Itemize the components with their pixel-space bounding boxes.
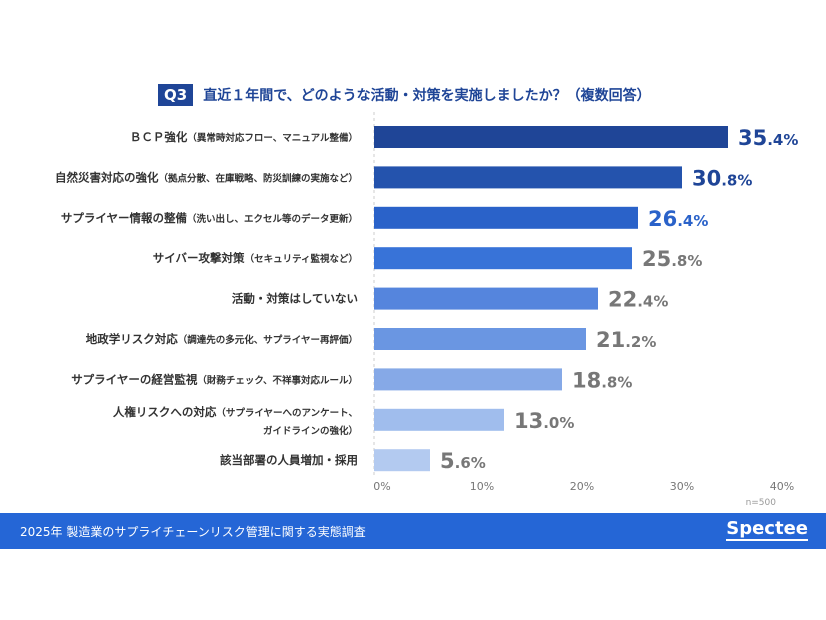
category-label: 該当部署の人員増加・採用 xyxy=(220,453,358,467)
bar xyxy=(374,368,562,391)
x-tick-label: 40% xyxy=(770,480,794,493)
value-label: 22.4% xyxy=(608,288,668,312)
question-text: 直近１年間で、どのような活動・対策を実施しましたか？（複数回答） xyxy=(203,88,651,104)
x-tick-label: 10% xyxy=(470,480,494,493)
category-label: 人権リスクへの対応（サプライヤーへのアンケート、 xyxy=(113,405,358,419)
value-label: 13.0% xyxy=(514,409,574,433)
value-label: 26.4% xyxy=(648,207,708,231)
chart-title: Q3 直近１年間で、どのような活動・対策を実施しましたか？（複数回答） xyxy=(158,84,651,106)
value-label: 5.6% xyxy=(440,449,486,473)
x-tick-label: 20% xyxy=(570,480,594,493)
category-label: ＢＣＰ強化（異常時対応フロー、マニュアル整備） xyxy=(130,130,358,144)
question-badge: Q3 xyxy=(158,84,194,106)
bar xyxy=(374,206,638,229)
bar xyxy=(374,408,504,431)
value-label: 18.8% xyxy=(572,368,632,392)
value-label: 25.8% xyxy=(642,247,702,271)
x-tick-label: 0% xyxy=(373,480,390,493)
x-tick-label: 30% xyxy=(670,480,694,493)
category-label-line2: ガイドラインの強化） xyxy=(263,425,358,437)
spectee-logo: Spectee xyxy=(726,518,808,541)
value-label: 21.2% xyxy=(596,328,656,352)
value-label: 30.8% xyxy=(692,166,752,190)
bar xyxy=(374,126,728,148)
category-label: サプライヤーの経営監視（財務チェック、不祥事対応ルール） xyxy=(71,372,358,386)
category-label: 自然災害対応の強化（拠点分散、在庫戦略、防災訓練の実施など） xyxy=(55,170,358,184)
footer-title: 2025年 製造業のサプライチェーンリスク管理に関する実態調査 xyxy=(20,525,366,539)
bar xyxy=(374,287,598,310)
bar xyxy=(374,247,632,270)
category-label: 活動・対策はしていない xyxy=(232,292,358,306)
sample-size: n=500 xyxy=(745,498,776,508)
category-label: 地政学リスク対応（調達先の多元化、サプライヤー再評価） xyxy=(86,332,358,346)
bar-chart: 0% 10% 20% 30% 40% 35.4% ＢＣＰ強化（異常時対応フロー、マニュアル整… xyxy=(55,112,798,493)
category-label: サプライヤー情報の整備（洗い出し、エクセル等のデータ更新） xyxy=(61,211,358,225)
footer-banner: 2025年 製造業のサプライチェーンリスク管理に関する実態調査 Spectee xyxy=(0,513,826,549)
bar xyxy=(374,166,682,189)
bar xyxy=(374,328,586,350)
bar xyxy=(374,449,430,472)
category-label: サイバー攻撃対策（セキュリティ監視など） xyxy=(153,251,358,265)
value-label: 35.4% xyxy=(738,126,798,150)
